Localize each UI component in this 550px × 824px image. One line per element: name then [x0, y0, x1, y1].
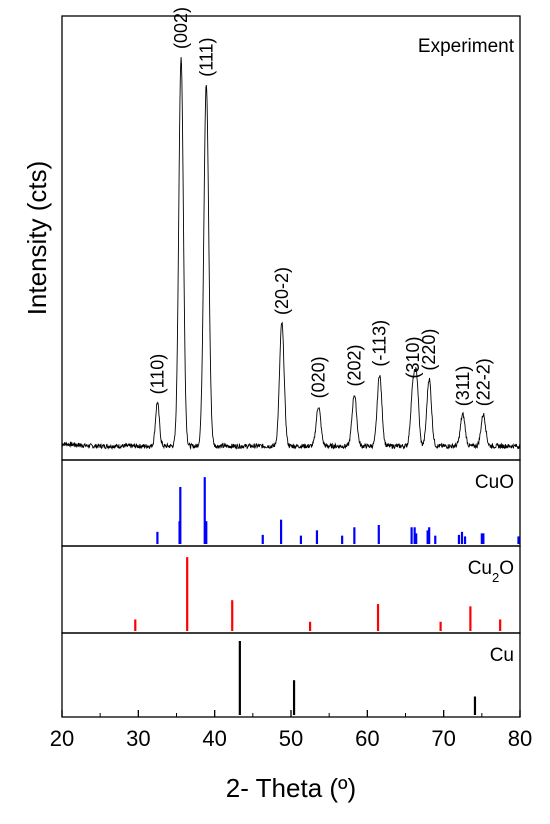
panel-frame	[61, 632, 521, 718]
panel-1: (110) (002)(111) (20-2) (020) (202) (-113) (31…	[61, 7, 521, 461]
peak-label: (002)	[171, 7, 191, 49]
x-tick-label: 50	[279, 726, 303, 751]
x-tick-label: 70	[431, 726, 455, 751]
panel-3: Cu2O	[61, 545, 521, 634]
peak-label: (311)	[453, 366, 473, 407]
x-tick-label: 40	[202, 726, 226, 751]
peak-label: (110)	[147, 354, 167, 395]
panel-label: CuO	[475, 472, 514, 493]
peak-label: (111)	[196, 37, 216, 76]
peak-label: (310)	[403, 336, 423, 378]
panel-frame	[61, 15, 521, 461]
experiment-pattern-line	[61, 57, 521, 451]
x-tick-label: 30	[126, 726, 150, 751]
peak-label: (22-2)	[473, 358, 493, 406]
panels-layer: (110) (002)(111) (20-2) (020) (202) (-113) (31…	[61, 7, 521, 718]
panel-frame	[61, 459, 521, 547]
panel-label: Cu	[490, 645, 514, 666]
x-tick-label: 80	[508, 726, 532, 751]
panel-label: Cu2O	[468, 558, 514, 585]
peak-label: (020)	[309, 356, 329, 398]
x-tick-label: 60	[355, 726, 379, 751]
panel-2: CuO	[61, 459, 521, 547]
peak-label: (202)	[344, 344, 364, 386]
peak-label: (20-2)	[272, 267, 292, 315]
peak-label: (220)	[419, 329, 439, 371]
peak-label: (-113)	[370, 320, 390, 367]
x-axis: 20 30 40 50 60 70 80	[50, 710, 532, 751]
x-axis-title: 2- Theta (º)	[226, 773, 356, 803]
panel-frame	[61, 545, 521, 634]
panel-label: Experiment	[418, 36, 515, 57]
x-tick-label: 20	[50, 726, 74, 751]
y-axis-title: Intensity (cts)	[22, 161, 52, 316]
panel-4: Cu	[61, 632, 521, 718]
